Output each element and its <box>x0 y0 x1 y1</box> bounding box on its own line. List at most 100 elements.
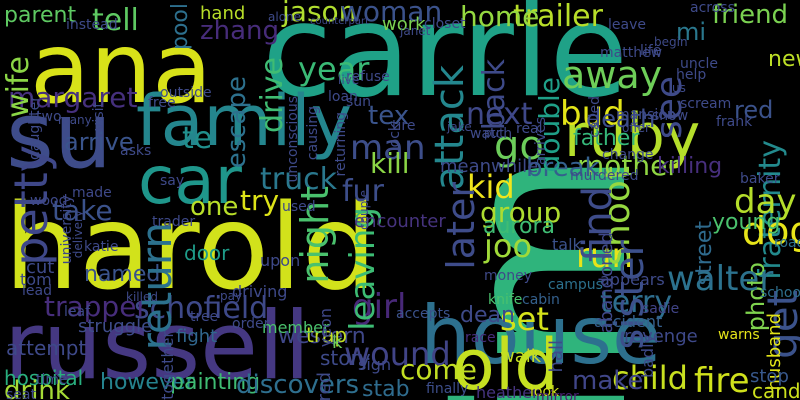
word-mirror: mirror <box>536 389 579 400</box>
word-across: across <box>690 0 735 16</box>
word-struggle: struggle <box>78 316 153 337</box>
word-trader: trader <box>152 214 196 230</box>
word-go: go <box>494 123 544 169</box>
word-away: away <box>562 53 663 97</box>
word-seat: seat <box>6 387 36 400</box>
word-day: day <box>734 182 797 222</box>
word-tex: tex <box>368 101 410 131</box>
word-parent: parent <box>4 3 77 28</box>
word-heather: heather <box>476 383 539 400</box>
word-child: child <box>612 359 688 397</box>
word-loan: loan <box>328 89 358 105</box>
word-walk: walk <box>500 346 542 367</box>
word-sadie: sadie <box>642 301 680 317</box>
word-encounter: encounter <box>354 211 446 232</box>
word-together: together <box>158 331 177 400</box>
word-young: young <box>712 210 781 235</box>
word-road: road <box>774 235 800 251</box>
word-escape: escape <box>222 76 252 169</box>
word-girl: girl <box>352 287 407 327</box>
word-visit: visit <box>91 102 107 131</box>
word-cut: cut <box>26 257 55 278</box>
word-woman: woman <box>340 0 443 28</box>
word-dean: dean <box>460 303 515 328</box>
word-however: however <box>100 370 195 395</box>
word-trailer: trailer <box>513 0 603 34</box>
word-tree: tree <box>190 309 219 325</box>
word-later: later <box>439 182 483 270</box>
word-driving: driving <box>232 282 288 301</box>
word-alone: alone <box>268 10 302 24</box>
word-counterpart: counterpart <box>310 16 369 27</box>
word-order: order <box>232 316 270 332</box>
word-friend: friend <box>712 0 789 30</box>
word-watch: watch <box>470 126 513 142</box>
word-next: next <box>466 97 533 132</box>
word-couple: couple <box>357 190 371 230</box>
word-zhang: zhang <box>200 16 280 46</box>
word-accident: accident <box>594 312 663 331</box>
word-try: try <box>240 184 280 217</box>
word-finally: finally <box>426 381 469 397</box>
word-frank: frank <box>716 114 753 130</box>
word-red: red <box>734 96 774 124</box>
word-street: street <box>692 221 717 286</box>
word-work: work <box>382 14 426 35</box>
word-outside: outside <box>160 85 212 101</box>
word-free: free <box>148 95 176 111</box>
word-money: money <box>484 268 532 284</box>
word-change: change <box>602 147 654 163</box>
word-help: help <box>676 67 707 83</box>
word-man: man <box>350 128 426 168</box>
word-begin: begin <box>654 35 688 49</box>
word-mi: mi <box>676 18 707 46</box>
word-leave: leave <box>608 17 646 33</box>
word-pool: pool <box>168 3 193 50</box>
word-painting: painting <box>170 370 261 395</box>
word-attempt: attempt <box>6 336 87 360</box>
word-terry: terry <box>600 285 673 320</box>
word-family: family <box>136 80 353 162</box>
word-jake: jake <box>447 120 472 134</box>
word-used: used <box>282 199 316 215</box>
word-father: father <box>573 126 640 151</box>
word-ruby: ruby <box>564 101 701 171</box>
word-matthew: matthew <box>600 45 663 61</box>
word-sign: sign <box>358 355 392 374</box>
word-pay: pay <box>220 289 243 303</box>
word-break: break <box>526 153 600 183</box>
word-set: set <box>500 300 549 338</box>
word-hall: hall <box>546 340 567 373</box>
word-cabin: cabin <box>522 292 560 308</box>
word-named: named <box>84 262 161 287</box>
word-arrive: arrive <box>64 128 134 156</box>
word-accepts: accepts <box>396 306 451 322</box>
word-real: real <box>516 121 543 137</box>
word-stab: stab <box>362 377 410 400</box>
word-old: old <box>452 324 559 400</box>
word-home: home <box>460 0 540 33</box>
word-appears: appears <box>600 270 665 289</box>
word-carrie: carrie <box>262 0 629 126</box>
word-candy: candy <box>752 379 800 400</box>
word-kill: kill <box>370 147 410 180</box>
word-bud: bud <box>560 94 625 134</box>
word-tire: tire <box>392 118 416 134</box>
word-katie: katie <box>84 239 119 255</box>
word-make: make <box>572 366 644 396</box>
word-many: many <box>58 113 92 127</box>
word-schofield: schofield <box>134 291 269 326</box>
word-group: group <box>480 196 562 229</box>
word-lead: lead <box>22 283 52 299</box>
word-race: race <box>465 330 496 346</box>
word-wound: wound <box>344 335 451 373</box>
word-injured: injured <box>314 372 335 400</box>
word-car: car <box>138 142 242 219</box>
word-scream: scream <box>680 96 732 112</box>
word-take: take <box>52 194 113 227</box>
word-closet: closet <box>424 16 466 32</box>
word-truck: truck <box>260 162 337 197</box>
word-warns: warns <box>718 327 760 343</box>
word-discovers: discovers <box>236 370 360 400</box>
word-jason: jason <box>282 0 357 28</box>
